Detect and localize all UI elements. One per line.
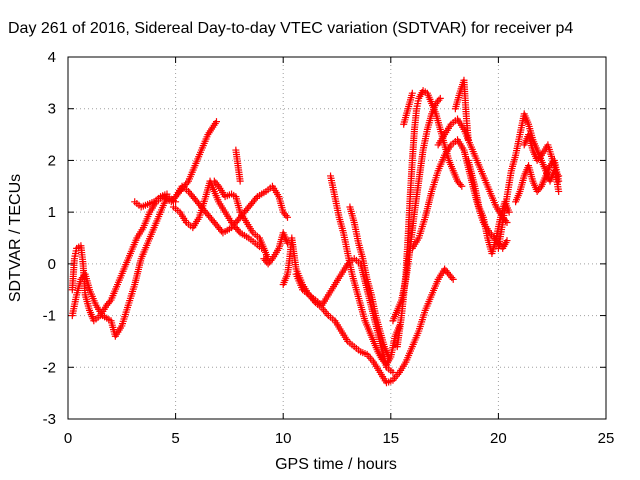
data-point bbox=[503, 237, 511, 245]
data-point-interp bbox=[235, 227, 243, 235]
data-point bbox=[505, 208, 513, 216]
data-point bbox=[436, 94, 444, 102]
data-point-interp bbox=[106, 298, 114, 306]
y-tick-label: -3 bbox=[43, 411, 56, 428]
data-point bbox=[464, 136, 472, 144]
y-tick-label: 0 bbox=[48, 256, 56, 273]
data-point-interp bbox=[536, 153, 544, 161]
y-tick-label: 1 bbox=[48, 204, 56, 221]
data-point bbox=[236, 177, 244, 185]
data-markers bbox=[68, 76, 563, 387]
x-tick-label: 20 bbox=[490, 430, 507, 447]
data-point bbox=[555, 187, 563, 195]
data-point-interp bbox=[183, 179, 191, 187]
data-point bbox=[385, 353, 393, 361]
data-point-interp bbox=[435, 96, 443, 104]
data-point-interp bbox=[282, 212, 290, 220]
x-tick-label: 25 bbox=[598, 430, 615, 447]
data-point-interp bbox=[213, 181, 221, 189]
y-tick-label: -2 bbox=[43, 359, 56, 376]
axis-ticks: 0 5 10 15 20 25 -3 -2 -1 0 1 2 3 4 bbox=[43, 49, 615, 447]
x-axis-label: GPS time / hours bbox=[275, 456, 397, 473]
y-axis-label: SDTVAR / TECUs bbox=[7, 173, 24, 303]
y-tick-label: 3 bbox=[48, 101, 56, 118]
x-tick-label: 15 bbox=[382, 430, 399, 447]
data-point bbox=[284, 213, 292, 221]
y-tick-label: 4 bbox=[48, 49, 56, 66]
data-point-interp bbox=[536, 184, 544, 192]
x-tick-label: 5 bbox=[171, 430, 179, 447]
data-point bbox=[163, 190, 171, 198]
plot-frame bbox=[67, 56, 607, 420]
data-point bbox=[389, 368, 397, 376]
y-tick-label: 2 bbox=[48, 152, 56, 169]
data-point-interp bbox=[252, 194, 260, 202]
y-tick-label: -1 bbox=[43, 308, 56, 325]
data-point bbox=[449, 275, 457, 283]
data-point-interp bbox=[448, 274, 456, 282]
data-point bbox=[458, 182, 466, 190]
x-tick-label: 0 bbox=[64, 430, 72, 447]
x-tick-label: 10 bbox=[275, 430, 292, 447]
data-point bbox=[408, 89, 416, 97]
chart-title: Day 261 of 2016, Sidereal Day-to-day VTE… bbox=[8, 20, 574, 37]
data-point bbox=[212, 118, 220, 126]
data-point-interp bbox=[456, 181, 464, 189]
data-point-interp bbox=[267, 256, 275, 264]
